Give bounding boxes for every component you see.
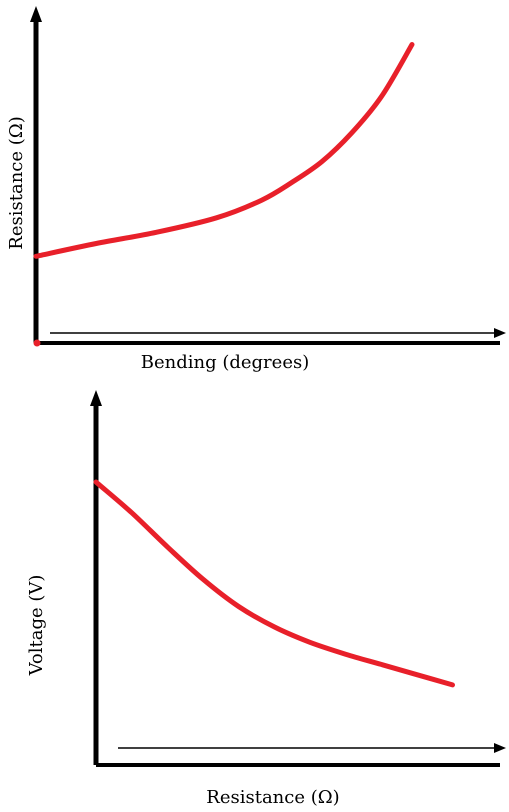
chart1-origin-dot (33, 339, 41, 347)
chart2-x-axis-label: Resistance (Ω) (206, 787, 339, 808)
chart2-series-line (93, 479, 455, 688)
chart1-x-axis-arrowhead (494, 328, 506, 338)
chart2-y-axis-label: Voltage (V) (26, 575, 47, 677)
voltage-vs-resistance-chart: Resistance (Ω) Voltage (V) (26, 390, 506, 808)
chart1-y-axis-arrowhead (30, 6, 42, 22)
chart1-series-line (33, 42, 415, 259)
chart2-y-axis-arrowhead (90, 390, 102, 406)
chart1-x-axis-label: Bending (degrees) (141, 352, 309, 373)
resistance-vs-bending-chart: Bending (degrees) Resistance (Ω) (6, 6, 506, 373)
chart2-x-axis-arrowhead (494, 743, 506, 753)
chart1-y-axis-label: Resistance (Ω) (6, 116, 27, 249)
